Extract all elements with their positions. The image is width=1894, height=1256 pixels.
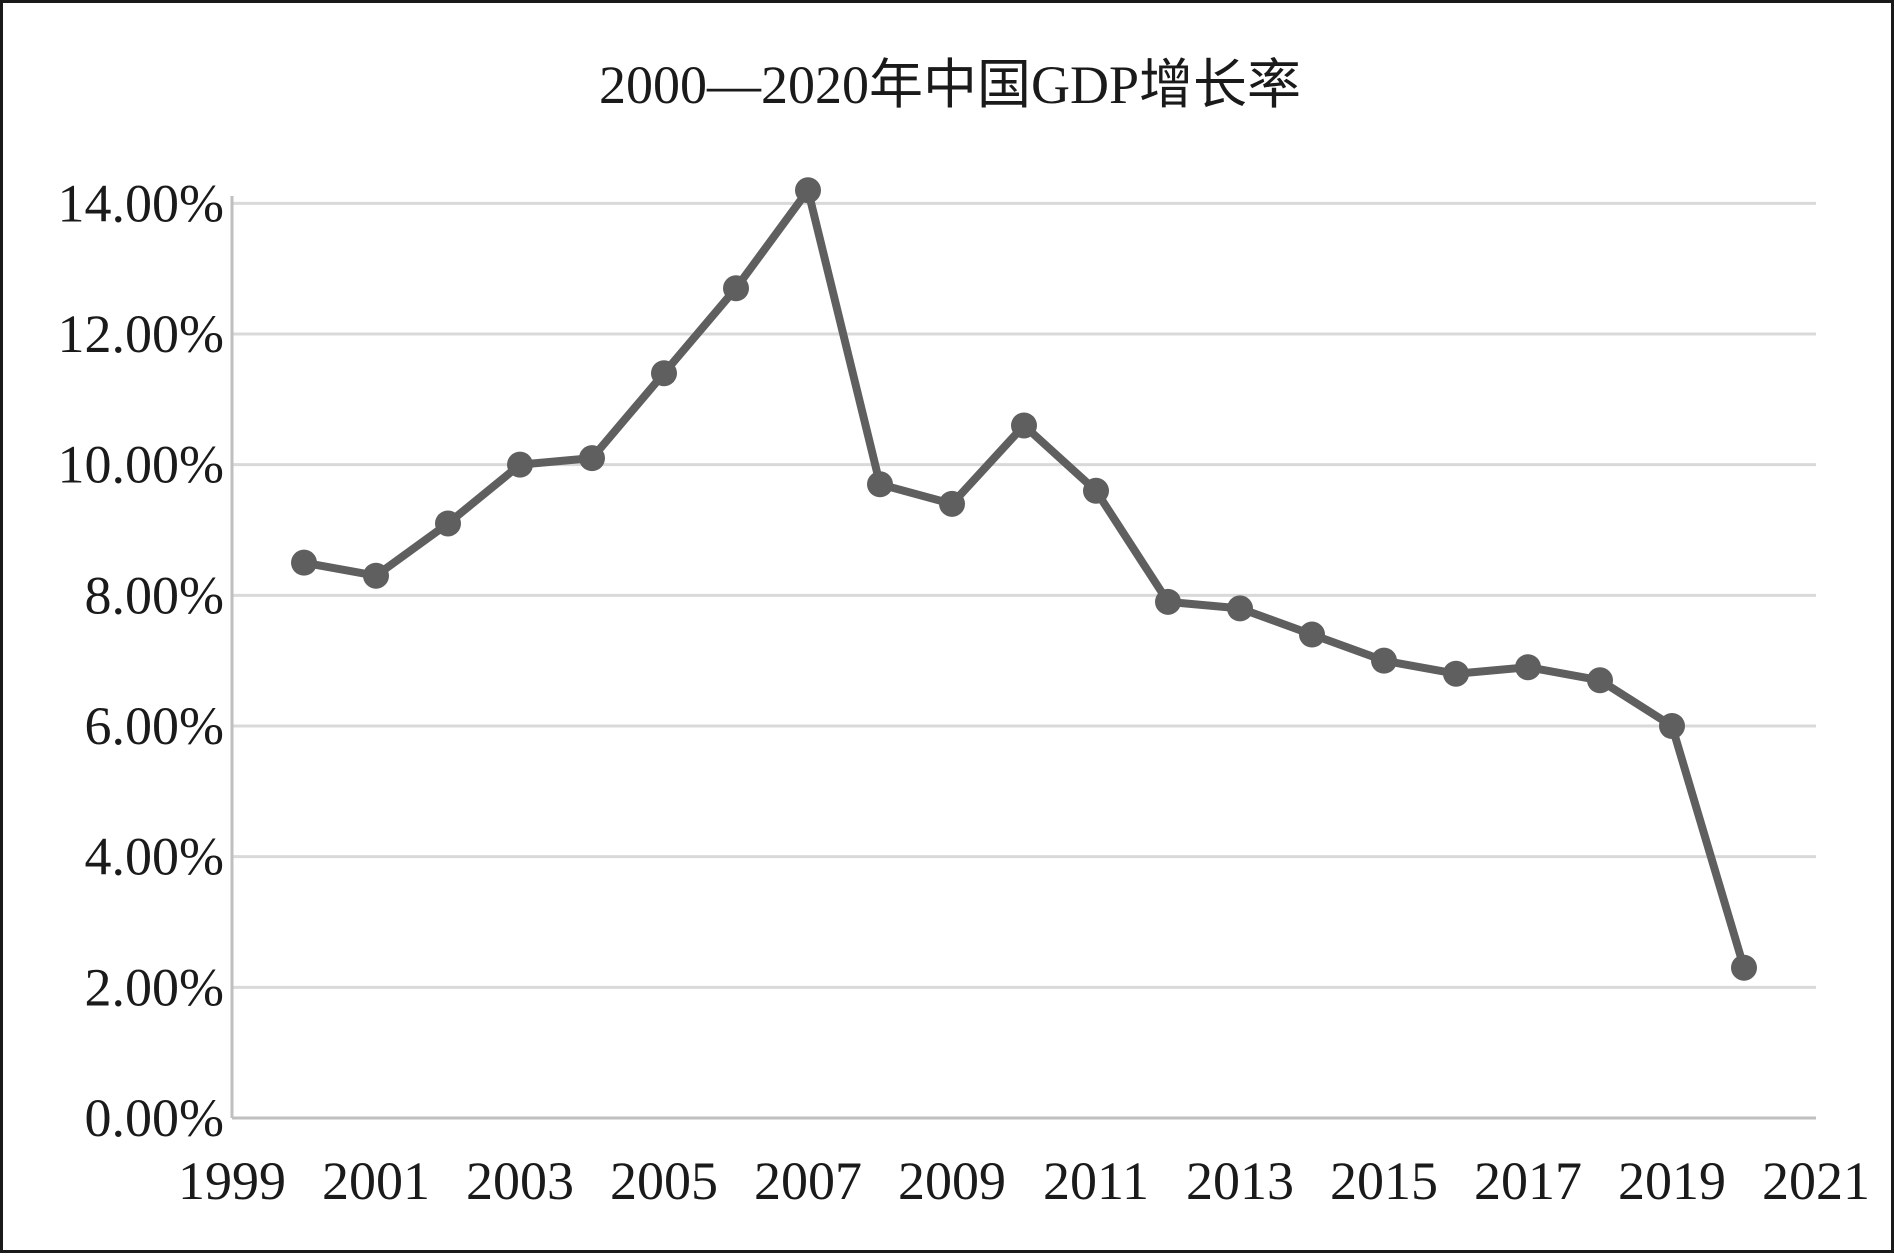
y-tick-label: 10.00% xyxy=(58,435,224,495)
x-tick-label: 2015 xyxy=(1330,1151,1438,1211)
data-point xyxy=(1731,954,1757,981)
x-tick-label: 2021 xyxy=(1762,1151,1870,1211)
chart-title: 2000—2020年中国GDP增长率 xyxy=(599,55,1301,115)
x-tick-label: 2017 xyxy=(1474,1151,1582,1211)
gridlines xyxy=(232,201,1816,989)
data-point xyxy=(1227,595,1253,622)
x-tick-label: 1999 xyxy=(178,1151,286,1211)
data-point xyxy=(1083,477,1109,504)
y-tick-label: 2.00% xyxy=(85,957,224,1017)
y-tick-labels: 0.00% 2.00% 4.00% 6.00% 8.00% 10.00% 12.00% 14.… xyxy=(58,173,224,1148)
x-tick-label: 2009 xyxy=(898,1151,1006,1211)
data-point xyxy=(1299,621,1325,648)
y-tick-label: 14.00% xyxy=(58,173,224,233)
x-tick-label: 2013 xyxy=(1186,1151,1294,1211)
x-tick-label: 2001 xyxy=(322,1151,430,1211)
y-tick-label: 0.00% xyxy=(85,1088,224,1148)
data-point xyxy=(939,490,965,517)
data-point xyxy=(1515,654,1541,681)
x-tick-label: 2007 xyxy=(754,1151,862,1211)
data-point xyxy=(723,275,749,302)
line-chart: 2000—2020年中国GDP增长率 0.00% 2.00% 4.00% 6.00% 8… xyxy=(58,55,1870,1211)
y-tick-label: 12.00% xyxy=(58,304,224,364)
x-tick-label: 2005 xyxy=(610,1151,718,1211)
series-group xyxy=(291,177,1757,981)
series-line xyxy=(303,186,1748,969)
y-tick-label: 6.00% xyxy=(85,696,224,756)
data-point xyxy=(507,451,533,478)
data-point xyxy=(291,549,317,576)
data-point xyxy=(1587,667,1613,694)
data-point xyxy=(1443,660,1469,687)
data-point xyxy=(1155,588,1181,615)
x-tick-label: 2003 xyxy=(466,1151,574,1211)
data-point xyxy=(867,471,893,498)
x-tick-labels: 1999 2001 2003 2005 2007 2009 2011 2013 2015 2017… xyxy=(178,1151,1870,1211)
data-point xyxy=(435,510,461,537)
y-tick-label: 8.00% xyxy=(85,565,224,625)
axes xyxy=(230,196,1816,1120)
x-tick-label: 2019 xyxy=(1618,1151,1726,1211)
data-point xyxy=(1371,647,1397,674)
y-tick-label: 4.00% xyxy=(85,827,224,887)
data-point xyxy=(651,360,677,387)
data-point xyxy=(579,445,605,472)
x-tick-label: 2011 xyxy=(1043,1151,1149,1211)
data-point xyxy=(363,562,389,589)
data-point xyxy=(1659,713,1685,739)
data-point xyxy=(1011,412,1037,439)
data-point xyxy=(795,177,821,204)
